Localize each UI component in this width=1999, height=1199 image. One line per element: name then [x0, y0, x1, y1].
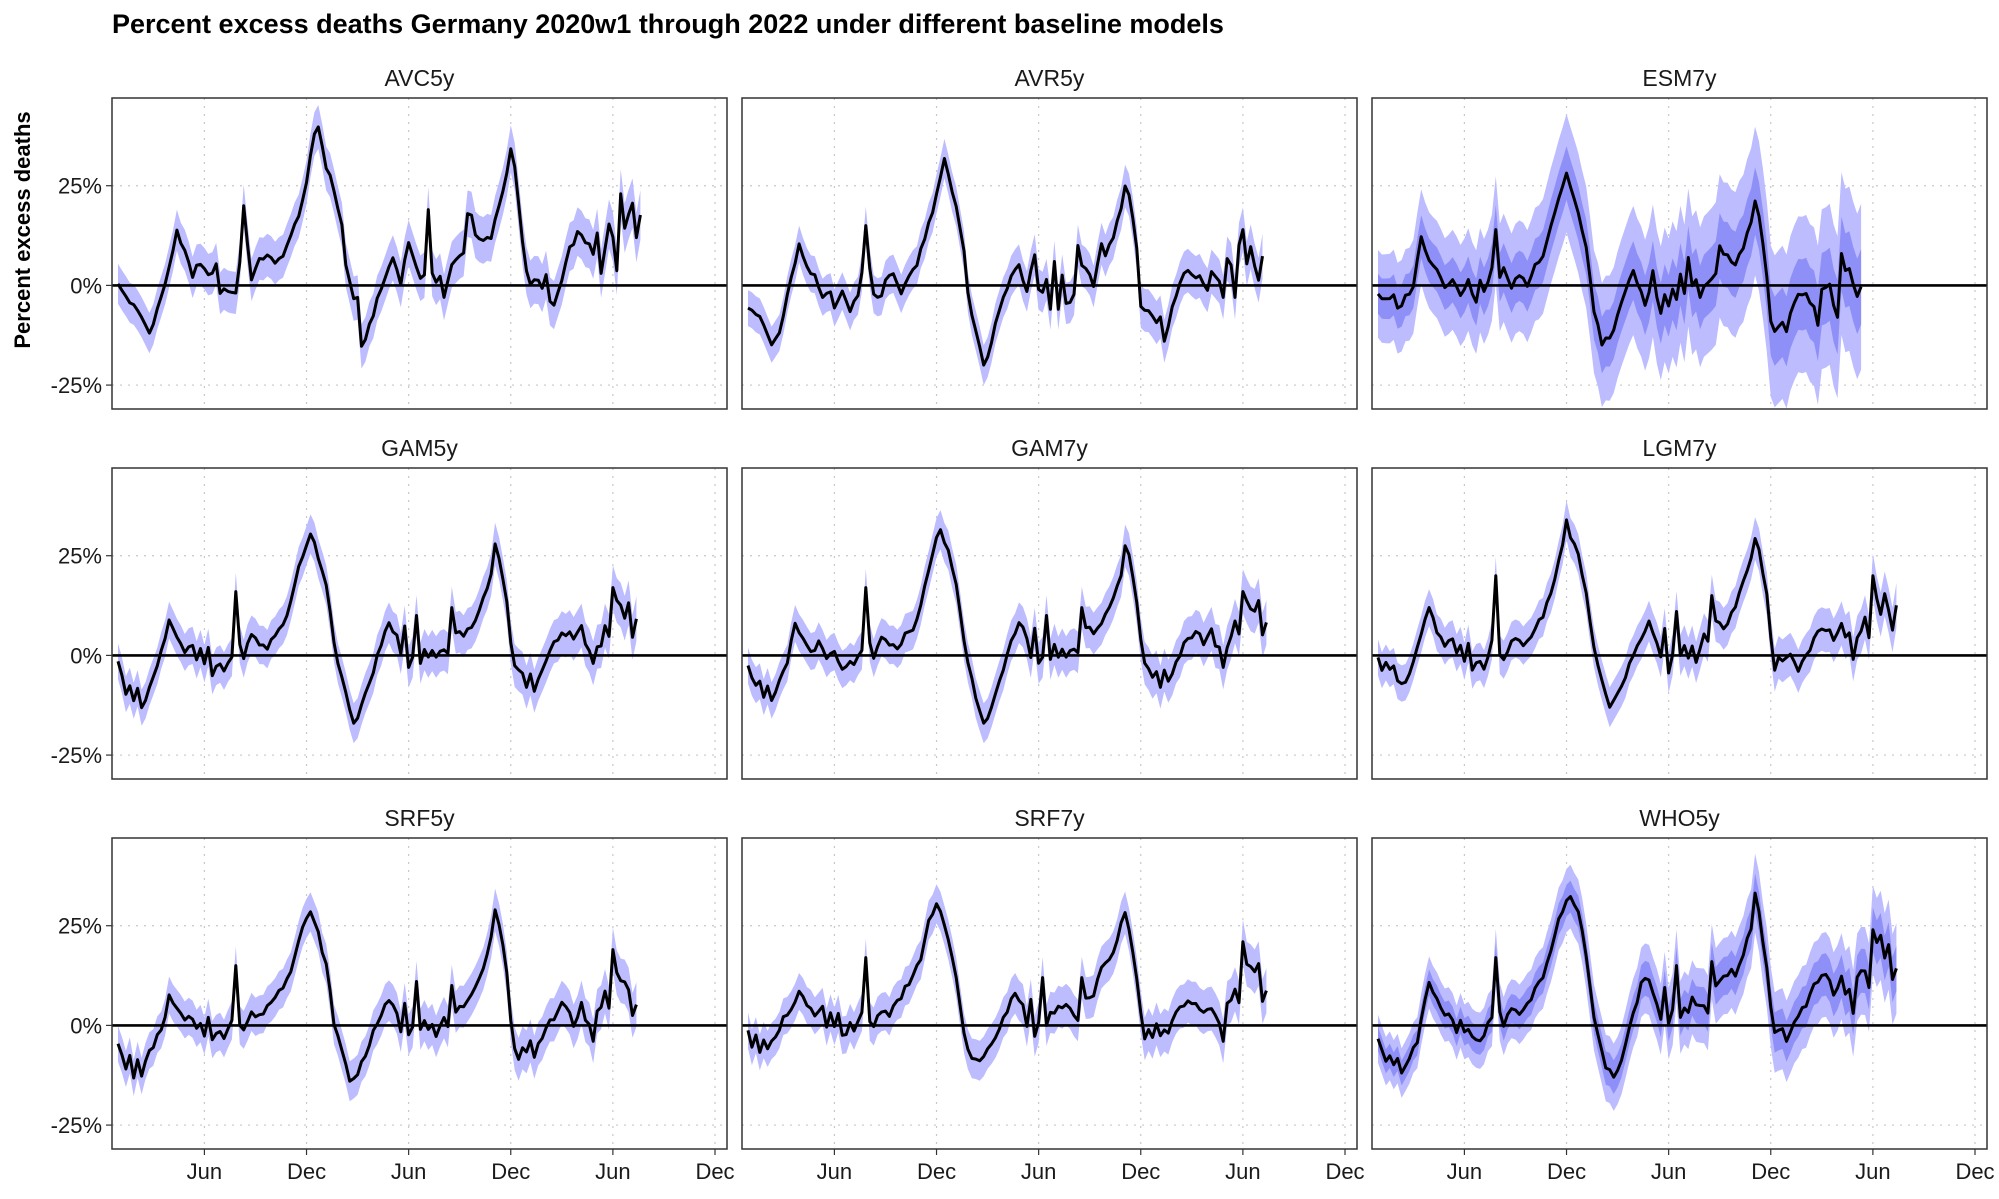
panel-gam7y: GAM7y — [741, 435, 1358, 780]
facet-title-gam5y: GAM5y — [381, 435, 458, 461]
panel-avc5y: AVC5y 25% 0% -25% — [51, 65, 728, 410]
panel-srf5y: SRF5y 25% 0% -25% Jun Dec Jun Dec Jun Dec — [51, 805, 735, 1184]
panel-plot-area — [742, 884, 1357, 1081]
y-tick-label: 25% — [58, 544, 102, 569]
facet-title-srf5y: SRF5y — [384, 805, 455, 831]
x-tick-label: Jun — [817, 1159, 852, 1184]
y-tick-label: 25% — [58, 914, 102, 939]
facet-title-avr5y: AVR5y — [1015, 65, 1085, 91]
panel-border — [741, 97, 1358, 410]
series-line-gam5y — [116, 532, 638, 725]
prediction-band-outer — [748, 884, 1267, 1081]
panel-who5y: WHO5y Jun Dec Jun Dec Jun Dec — [1371, 805, 1995, 1184]
panel-plot-area — [112, 105, 727, 369]
series-line-who5y — [1376, 891, 1898, 1079]
x-tick-label: Jun — [1651, 1159, 1686, 1184]
panel-plot-area — [112, 888, 727, 1102]
series-line-lgm7y — [1376, 518, 1898, 709]
x-tick-label: Jun — [1225, 1159, 1260, 1184]
panel-border — [741, 467, 1358, 780]
facet-title-who5y: WHO5y — [1639, 805, 1720, 831]
series-line-avr5y — [747, 157, 1264, 367]
x-tick-label: Dec — [917, 1159, 956, 1184]
x-tick-label: Jun — [1855, 1159, 1890, 1184]
panel-border — [1371, 837, 1988, 1150]
panel-avr5y: AVR5y — [741, 65, 1358, 410]
facet-title-avc5y: AVC5y — [385, 65, 455, 91]
prediction-band-outer — [1378, 113, 1862, 409]
panel-plot-area — [742, 138, 1357, 386]
panel-gam5y: GAM5y 25% 0% -25% — [51, 435, 728, 780]
y-tick-label: 25% — [58, 174, 102, 199]
x-tick-label: Jun — [391, 1159, 426, 1184]
panel-plot-area — [1372, 853, 1987, 1111]
prediction-band-outer — [1378, 853, 1897, 1111]
panel-plot-area — [742, 510, 1357, 744]
x-tick-label: Dec — [695, 1159, 734, 1184]
series-line-avc5y — [116, 125, 642, 348]
panel-lgm7y: LGM7y — [1371, 435, 1988, 780]
panel-plot-area — [1372, 500, 1987, 728]
x-tick-label: Dec — [1325, 1159, 1364, 1184]
x-tick-label: Dec — [1121, 1159, 1160, 1184]
x-tick-label: Dec — [1751, 1159, 1790, 1184]
prediction-band-outer — [1378, 500, 1897, 728]
series-line-srf5y — [116, 908, 638, 1083]
facet-title-lgm7y: LGM7y — [1642, 435, 1717, 461]
panel-esm7y: ESM7y — [1371, 65, 1988, 410]
panel-border — [111, 467, 728, 780]
x-tick-label: Dec — [491, 1159, 530, 1184]
panel-border — [111, 837, 728, 1150]
y-tick-label: -25% — [51, 1113, 102, 1138]
x-tick-label: Dec — [1955, 1159, 1994, 1184]
series-line-srf7y — [746, 902, 1268, 1063]
y-tick-label: -25% — [51, 743, 102, 768]
x-tick-label: Jun — [1447, 1159, 1482, 1184]
prediction-band-outer — [118, 105, 641, 369]
panel-border — [1371, 467, 1988, 780]
x-tick-label: Jun — [187, 1159, 222, 1184]
panel-border — [741, 837, 1358, 1150]
panel-plot-area — [1372, 113, 1987, 409]
panel-border — [1371, 97, 1988, 410]
panel-srf7y: SRF7y Jun Dec Jun Dec Jun Dec — [741, 805, 1365, 1184]
y-tick-label: 0% — [70, 1013, 102, 1038]
y-tick-label: -25% — [51, 373, 102, 398]
facet-title-srf7y: SRF7y — [1014, 805, 1085, 831]
x-tick-label: Jun — [1021, 1159, 1056, 1184]
facet-title-gam7y: GAM7y — [1011, 435, 1088, 461]
panel-plot-area — [112, 514, 727, 744]
x-tick-label: Dec — [1547, 1159, 1586, 1184]
y-tick-label: 0% — [70, 273, 102, 298]
chart-title: Percent excess deaths Germany 2020w1 thr… — [112, 9, 1224, 39]
facet-title-esm7y: ESM7y — [1642, 65, 1717, 91]
y-axis-label: Percent excess deaths — [10, 111, 35, 348]
series-line-esm7y — [1376, 171, 1863, 347]
series-line-gam7y — [746, 528, 1268, 725]
y-tick-label: 0% — [70, 643, 102, 668]
panel-border — [111, 97, 728, 410]
x-tick-label: Dec — [287, 1159, 326, 1184]
panel-background — [1372, 468, 1987, 779]
x-tick-label: Jun — [595, 1159, 630, 1184]
